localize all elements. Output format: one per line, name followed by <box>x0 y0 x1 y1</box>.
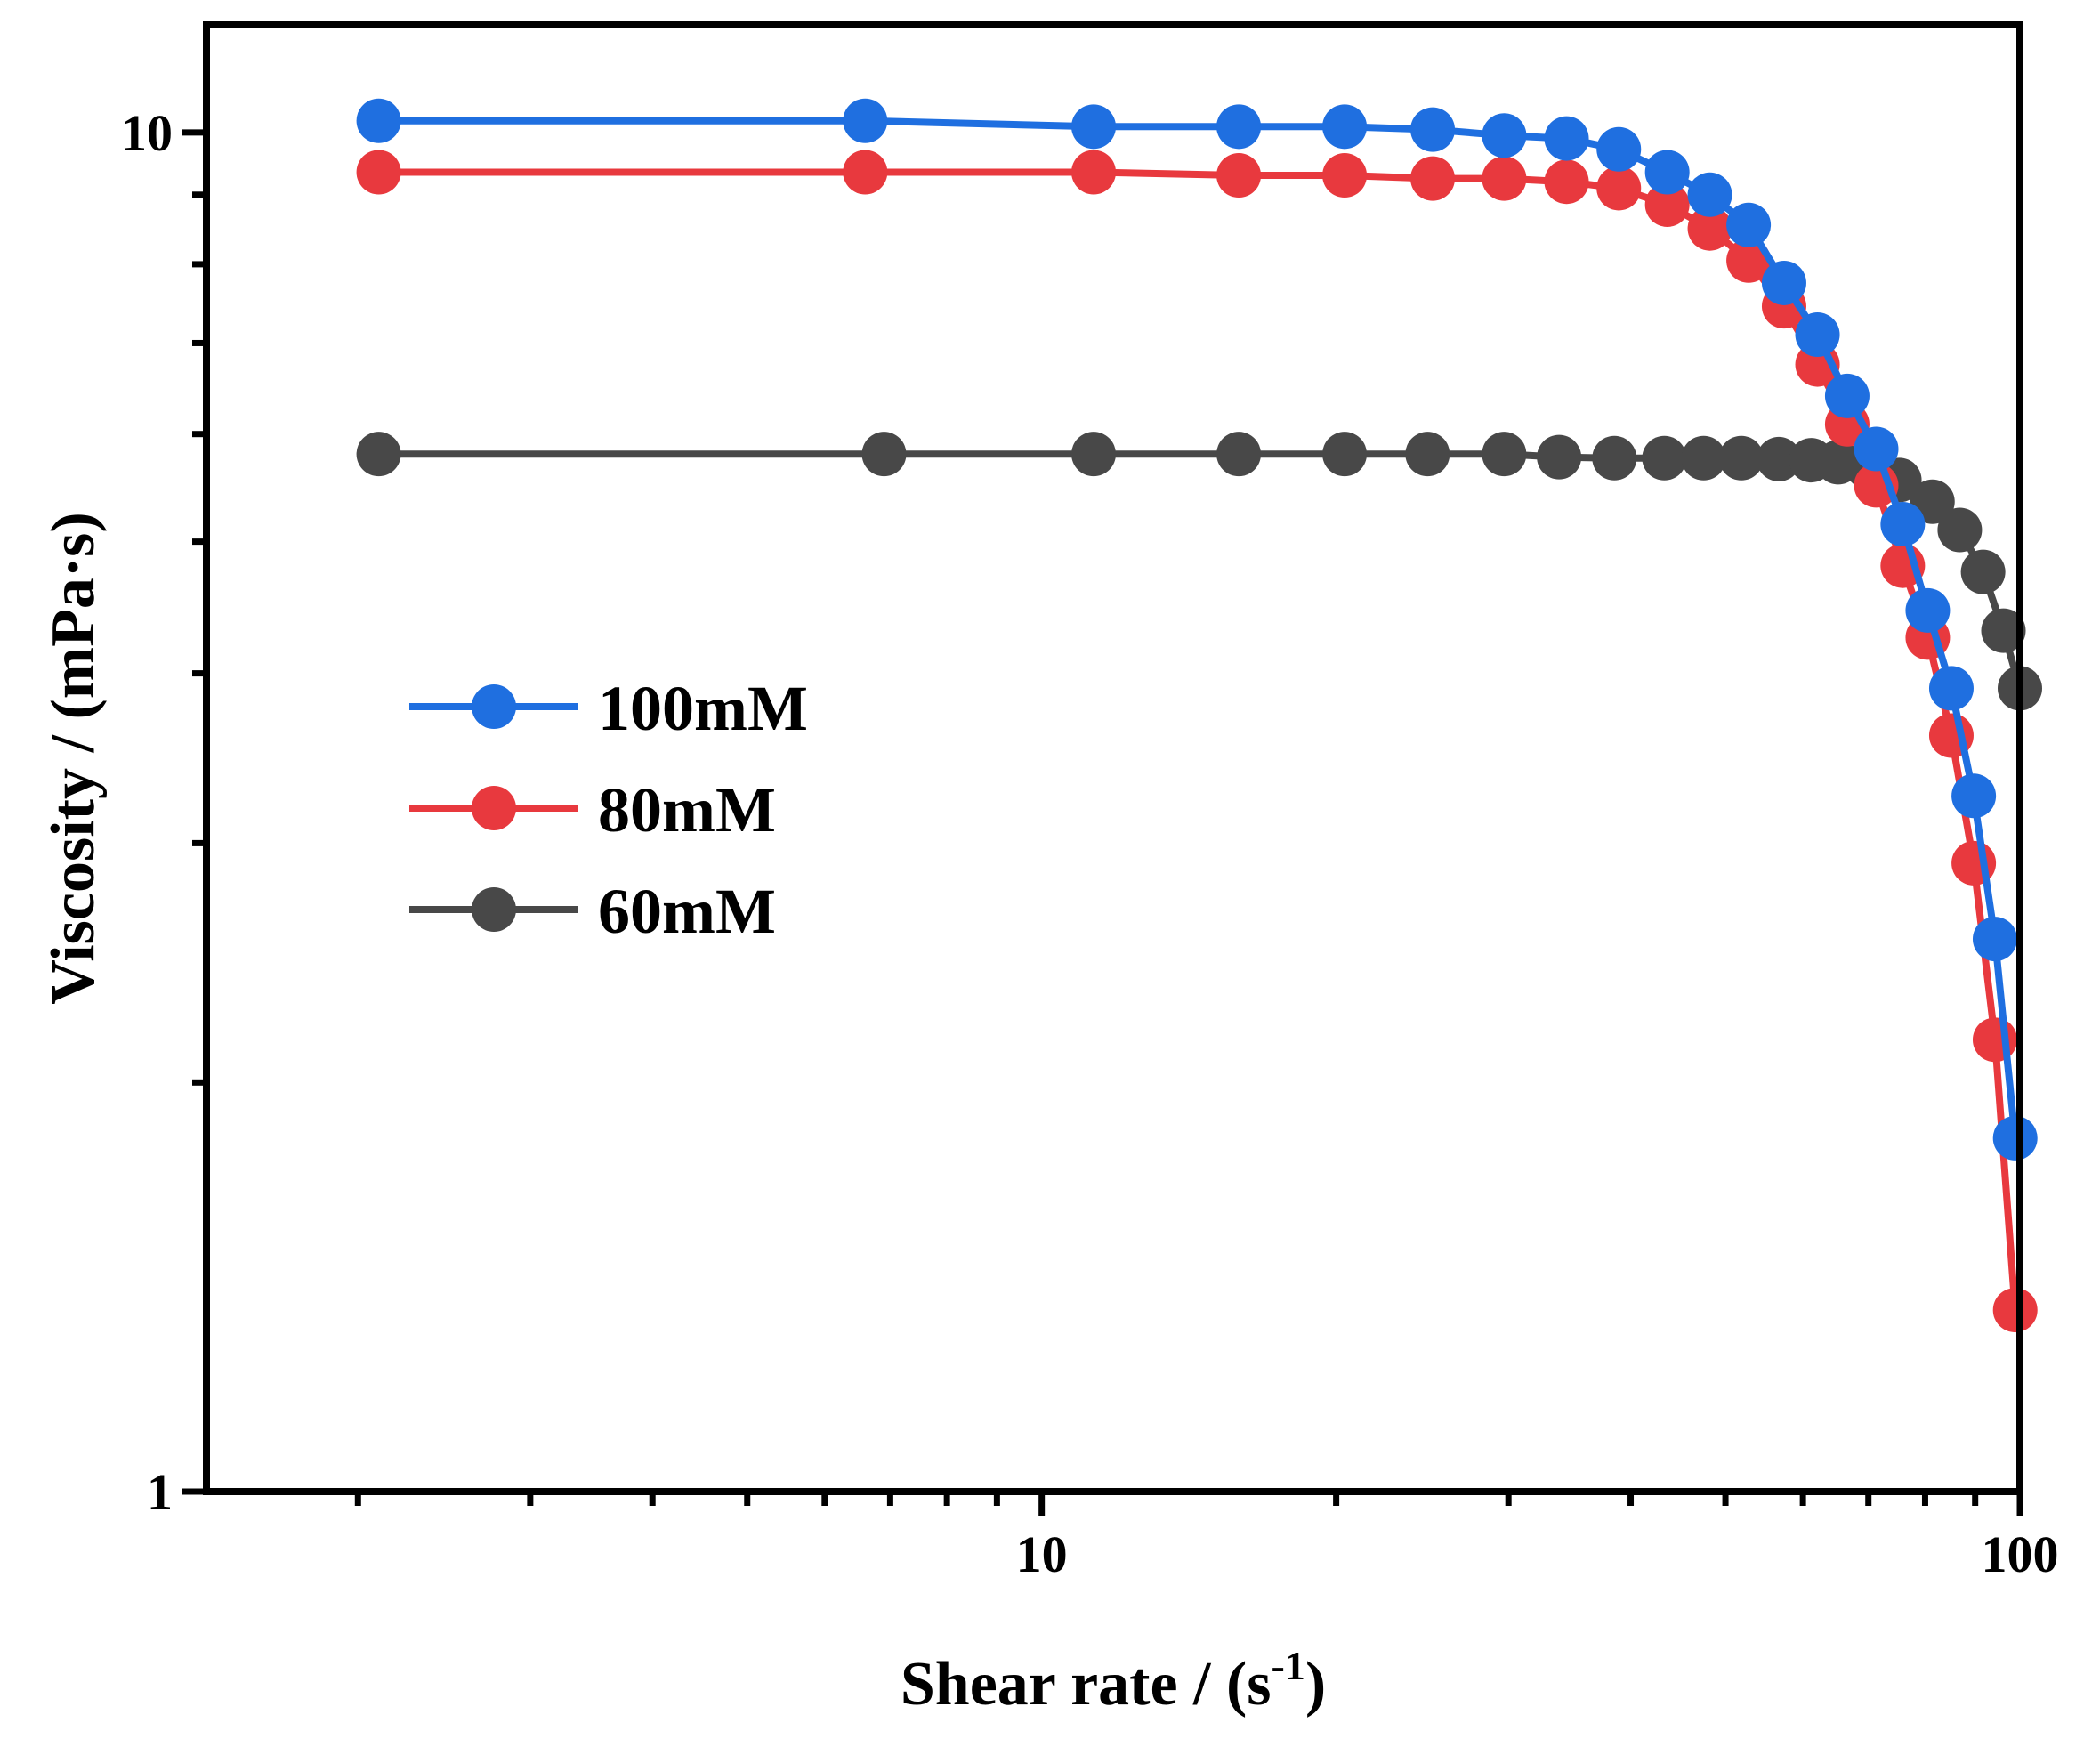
axis-layer: 10 100 1 10 <box>121 104 2059 1583</box>
data-point <box>1410 107 1456 152</box>
data-point <box>1757 436 1802 481</box>
data-point <box>1687 172 1732 217</box>
data-point <box>1216 153 1262 198</box>
data-point <box>861 432 907 477</box>
data-point <box>1992 1115 2038 1161</box>
data-point <box>1592 435 1637 481</box>
data-point <box>1761 260 1806 305</box>
data-point <box>1216 432 1262 477</box>
series-80mM <box>356 150 2038 1333</box>
x-axis-title-superscript: -1 <box>1272 1643 1305 1688</box>
data-point <box>1596 126 1642 172</box>
x-tick-label: 10 <box>1016 1525 1068 1583</box>
data-point <box>1644 150 1690 195</box>
legend-marker <box>472 684 516 729</box>
legend-item: 80mM <box>409 774 776 845</box>
data-point <box>1216 104 1262 150</box>
legend-marker <box>472 786 516 830</box>
data-point <box>1854 426 1899 472</box>
data-point <box>1596 166 1642 211</box>
y-tick-label: 1 <box>147 1463 173 1521</box>
data-point <box>1071 432 1117 477</box>
data-point <box>843 150 888 195</box>
data-point <box>1322 432 1368 477</box>
series-100mM <box>356 98 2038 1161</box>
data-point <box>1718 435 1764 481</box>
data-point <box>356 98 401 143</box>
x-axis-title: Shear rate / (s-1) <box>901 1643 1326 1719</box>
data-point <box>1482 113 1527 158</box>
legend-marker <box>472 887 516 932</box>
data-point <box>1824 373 1870 418</box>
data-point <box>1905 587 1951 633</box>
data-point <box>1681 435 1726 481</box>
series-60mM <box>356 432 2042 711</box>
data-point <box>1644 182 1690 227</box>
legend: 100mM 80mM 60mM <box>409 673 808 947</box>
data-point <box>1642 435 1687 481</box>
data-point <box>1537 434 1582 480</box>
data-point <box>1992 1288 2038 1333</box>
legend-item: 60mM <box>409 876 776 947</box>
data-point <box>1482 432 1527 477</box>
x-tick-label: 100 <box>1982 1525 2059 1583</box>
data-point <box>1726 202 1772 247</box>
data-point <box>1687 206 1732 251</box>
data-point <box>1482 156 1527 201</box>
data-point <box>356 150 401 195</box>
data-point <box>1880 502 1926 547</box>
data-point <box>1981 608 2026 653</box>
data-point <box>1937 507 1983 553</box>
data-point <box>1410 156 1456 201</box>
x-axis-title-text: Shear rate / (s <box>901 1650 1272 1719</box>
series-layer <box>356 98 2042 1333</box>
x-axis-title-end: ) <box>1305 1650 1326 1719</box>
data-point <box>1795 312 1840 358</box>
data-point <box>356 432 401 477</box>
data-point <box>1928 666 1974 711</box>
y-tick-label: 10 <box>121 104 173 162</box>
plot-frame <box>203 21 2023 1495</box>
data-point <box>1972 1017 2017 1063</box>
data-point <box>1322 104 1368 150</box>
data-point <box>1071 104 1117 150</box>
data-point <box>1960 549 2006 594</box>
legend-label: 100mM <box>598 673 808 744</box>
legend-label: 80mM <box>598 774 776 845</box>
legend-item: 100mM <box>409 673 808 744</box>
data-point <box>1972 917 2017 962</box>
data-point <box>1322 153 1368 198</box>
data-point <box>843 98 888 143</box>
y-axis-title: Viscosity / (mPa·s) <box>39 512 108 1004</box>
legend-label: 60mM <box>598 876 776 947</box>
data-point <box>1544 159 1589 205</box>
data-point <box>1544 116 1589 161</box>
data-point <box>1071 150 1117 195</box>
data-point <box>1951 773 1997 819</box>
series-line <box>378 117 2019 1139</box>
data-point <box>1405 432 1450 477</box>
